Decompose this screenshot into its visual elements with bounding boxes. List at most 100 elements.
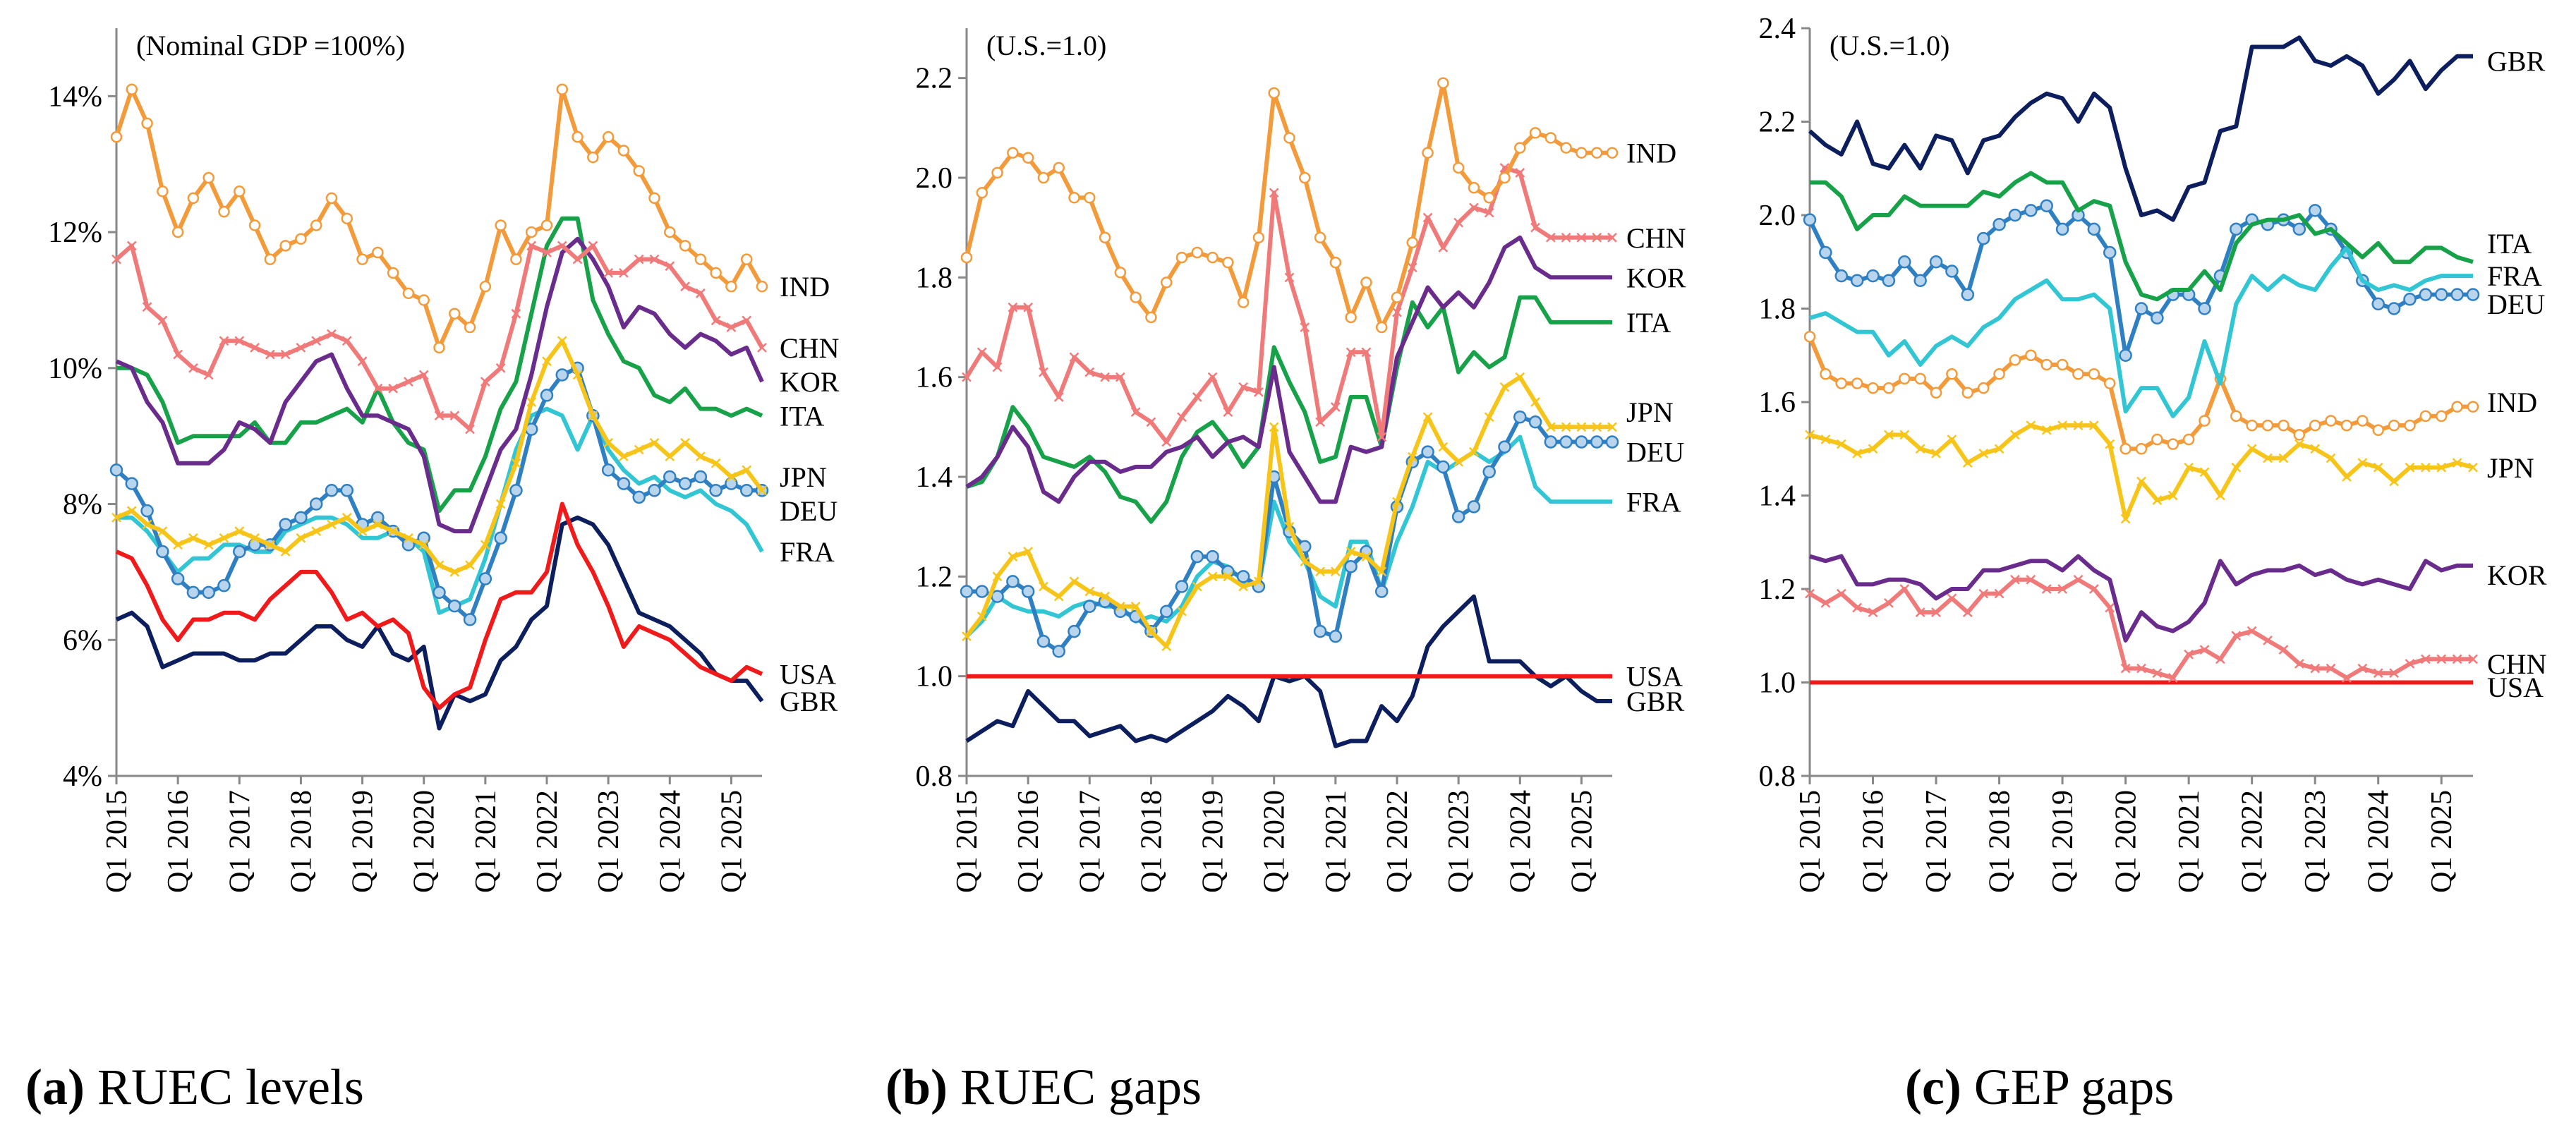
point-ind <box>1560 142 1572 154</box>
point-chn <box>1852 602 1863 613</box>
point-jpn <box>434 560 445 571</box>
point-jpn <box>2215 490 2225 501</box>
x-tick-label: Q1 2021 <box>1320 790 1353 893</box>
point-deu <box>1344 559 1357 573</box>
point-ind <box>1329 256 1342 269</box>
point-jpn <box>2088 420 2099 431</box>
point-ind <box>2309 419 2321 432</box>
end-label-jpn: JPN <box>1626 396 1674 428</box>
point-deu <box>2434 288 2448 301</box>
point-jpn <box>710 458 721 468</box>
caption-b-letter: (b) <box>885 1059 948 1115</box>
y-tick-label: 14% <box>48 80 102 113</box>
point-deu <box>1498 440 1511 454</box>
point-deu <box>663 470 677 484</box>
x-tick-label: Q1 2019 <box>347 790 380 893</box>
point-chn <box>1269 188 1279 198</box>
x-tick-label: Q1 2019 <box>1197 790 1230 893</box>
end-label-chn: CHN <box>1626 222 1686 254</box>
point-ind <box>1084 192 1096 204</box>
point-chn <box>1130 407 1141 418</box>
y-tick-label: 6% <box>63 624 102 657</box>
point-ind <box>1820 368 1832 380</box>
point-jpn <box>1607 422 1617 432</box>
point-chn <box>2326 663 2336 674</box>
point-jpn <box>742 465 752 475</box>
caption-c-letter: (c) <box>1905 1059 1961 1115</box>
point-deu <box>2103 245 2117 260</box>
point-ind <box>2419 410 2432 423</box>
point-chn <box>2389 668 2399 679</box>
point-ind <box>2072 368 2084 380</box>
end-label-kor: KOR <box>1626 262 1686 293</box>
point-chn <box>1884 597 1894 608</box>
point-chn <box>126 241 137 251</box>
point-chn <box>992 362 1003 372</box>
point-jpn <box>1315 566 1325 577</box>
y-tick-label: 2.0 <box>1759 200 1796 232</box>
end-label-fra: FRA <box>1626 486 1681 518</box>
point-chn <box>634 254 644 265</box>
point-deu <box>1559 435 1573 449</box>
point-ind <box>1145 311 1157 324</box>
point-chn <box>1868 607 1878 618</box>
point-chn <box>2073 574 2084 585</box>
point-ind <box>1977 382 1990 394</box>
point-deu <box>294 511 308 525</box>
point-jpn <box>2420 462 2431 473</box>
point-deu <box>1437 460 1450 474</box>
point-ind <box>2040 358 2052 371</box>
point-deu <box>1590 435 1604 449</box>
end-label-ita: ITA <box>780 400 825 432</box>
point-jpn <box>526 397 537 407</box>
point-jpn <box>2263 453 2273 463</box>
point-jpn <box>327 519 337 530</box>
x-tick-label: Q1 2016 <box>1858 790 1890 893</box>
point-ind <box>1499 171 1511 184</box>
y-tick-label: 2.0 <box>916 162 953 195</box>
point-chn <box>265 349 275 360</box>
point-chn <box>2373 668 2383 679</box>
point-deu <box>109 463 123 477</box>
point-ind <box>279 240 291 252</box>
point-deu <box>1945 265 1959 278</box>
point-deu <box>1236 570 1250 583</box>
x-tick-label: Q1 2024 <box>654 790 687 893</box>
point-deu <box>2419 288 2433 301</box>
point-jpn <box>1330 566 1341 577</box>
point-ind <box>2435 410 2448 423</box>
point-deu <box>739 484 754 497</box>
series-line-gbr <box>965 594 1612 748</box>
point-deu <box>1913 274 1927 287</box>
point-deu <box>325 484 339 497</box>
point-deu <box>2198 302 2211 315</box>
point-jpn <box>1820 435 1831 444</box>
point-jpn <box>665 451 675 461</box>
point-chn <box>2294 659 2304 669</box>
point-deu <box>1976 231 1990 245</box>
point-deu <box>1036 634 1051 648</box>
y-tick-label: 0.8 <box>1759 760 1796 793</box>
point-jpn <box>1008 552 1018 561</box>
y-tick-label: 1.0 <box>916 661 953 693</box>
point-jpn <box>1084 586 1095 597</box>
point-deu <box>1834 269 1849 283</box>
point-chn <box>1530 222 1540 233</box>
point-ind <box>1835 377 1848 389</box>
point-jpn <box>1499 382 1510 392</box>
point-ind <box>1452 162 1465 174</box>
point-ind <box>572 130 583 143</box>
end-label-kor: KOR <box>780 366 840 398</box>
point-jpn <box>2041 425 2052 435</box>
point-chn <box>757 343 767 353</box>
point-deu <box>1451 510 1465 523</box>
point-chn <box>1422 212 1433 223</box>
point-ind <box>1544 132 1557 144</box>
x-tick-label: Q1 2025 <box>715 790 748 893</box>
end-label-ita: ITA <box>1626 307 1671 339</box>
y-tick-label: 2.4 <box>1759 13 1796 45</box>
point-ind <box>248 219 261 231</box>
point-chn <box>1915 607 1925 618</box>
point-chn <box>680 281 690 292</box>
series-line-ita <box>116 216 763 514</box>
